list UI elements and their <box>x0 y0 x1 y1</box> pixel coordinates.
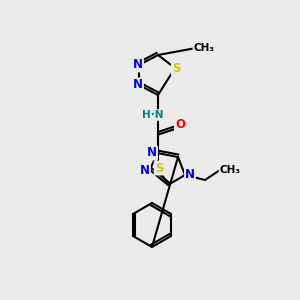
Text: H·N: H·N <box>142 110 164 120</box>
Text: N: N <box>147 146 157 160</box>
Text: CH₃: CH₃ <box>220 165 241 175</box>
Text: O: O <box>175 118 185 131</box>
Text: N: N <box>133 58 143 71</box>
Text: N: N <box>140 164 150 176</box>
Text: N: N <box>133 79 143 92</box>
Text: S: S <box>172 61 180 74</box>
Text: S: S <box>155 161 163 175</box>
Text: N: N <box>185 169 195 182</box>
Text: CH₃: CH₃ <box>194 43 214 53</box>
